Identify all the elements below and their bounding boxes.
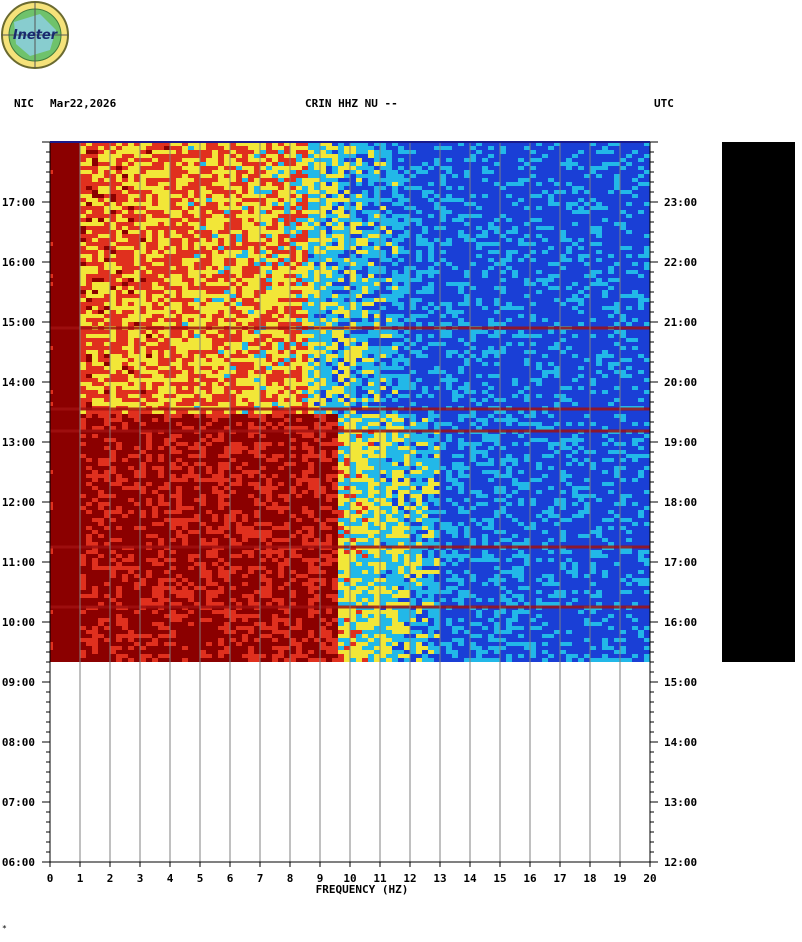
y-tick-label-local: 08:00: [2, 736, 35, 749]
x-tick-label: 19: [613, 872, 626, 885]
x-tick-label: 10: [343, 872, 356, 885]
x-tick-label: 14: [463, 872, 477, 885]
x-tick-label: 8: [287, 872, 294, 885]
y-tick-label-utc: 23:00: [664, 196, 697, 209]
x-tick-label: 16: [523, 872, 537, 885]
y-tick-label-utc: 18:00: [664, 496, 697, 509]
y-tick-label-local: 17:00: [2, 196, 35, 209]
y-tick-label-utc: 17:00: [664, 556, 697, 569]
y-tick-label-utc: 14:00: [664, 736, 697, 749]
x-axis-title: FREQUENCY (HZ): [316, 883, 409, 896]
x-tick-label: 11: [373, 872, 387, 885]
footnote-mark: *: [2, 924, 7, 933]
y-tick-label-local: 10:00: [2, 616, 35, 629]
y-tick-label-local: 12:00: [2, 496, 35, 509]
x-tick-label: 20: [643, 872, 656, 885]
x-tick-label: 3: [137, 872, 144, 885]
date-label: Mar22,2026: [50, 97, 117, 110]
x-tick-label: 5: [197, 872, 204, 885]
y-tick-label-utc: 20:00: [664, 376, 697, 389]
station-label: CRIN HHZ NU --: [305, 97, 398, 110]
x-tick-label: 4: [167, 872, 174, 885]
y-tick-label-local: 11:00: [2, 556, 35, 569]
y-tick-label-utc: 19:00: [664, 436, 697, 449]
y-tick-label-local: 09:00: [2, 676, 35, 689]
y-tick-label-local: 07:00: [2, 796, 35, 809]
y-tick-label-local: 13:00: [2, 436, 35, 449]
y-tick-label-utc: 21:00: [664, 316, 697, 329]
y-tick-label-utc: 16:00: [664, 616, 697, 629]
x-tick-label: 6: [227, 872, 234, 885]
ineter-logo: Ineter: [1, 1, 69, 69]
x-tick-label: 15: [493, 872, 506, 885]
network-label: NIC: [14, 97, 34, 110]
x-tick-label: 17: [553, 872, 566, 885]
y-tick-label-utc: 12:00: [664, 856, 697, 869]
low-frequency-band: [53, 142, 80, 662]
y-tick-label-local: 15:00: [2, 316, 35, 329]
x-tick-label: 12: [403, 872, 416, 885]
y-tick-label-utc: 22:00: [664, 256, 697, 269]
y-tick-label-local: 16:00: [2, 256, 35, 269]
timezone-label: UTC: [654, 97, 674, 110]
x-tick-label: 2: [107, 872, 114, 885]
y-tick-label-utc: 15:00: [664, 676, 697, 689]
x-tick-label: 18: [583, 872, 596, 885]
x-tick-label: 1: [77, 872, 84, 885]
x-tick-label: 13: [433, 872, 446, 885]
y-tick-label-local: 06:00: [2, 856, 35, 869]
side-panel: [722, 142, 795, 662]
svg-text:Ineter: Ineter: [13, 28, 59, 43]
x-tick-label: 7: [257, 872, 264, 885]
y-tick-label-local: 14:00: [2, 376, 35, 389]
spectrogram-field: [50, 142, 650, 662]
x-tick-label: 0: [47, 872, 54, 885]
x-tick-label: 9: [317, 872, 324, 885]
y-tick-label-utc: 13:00: [664, 796, 697, 809]
